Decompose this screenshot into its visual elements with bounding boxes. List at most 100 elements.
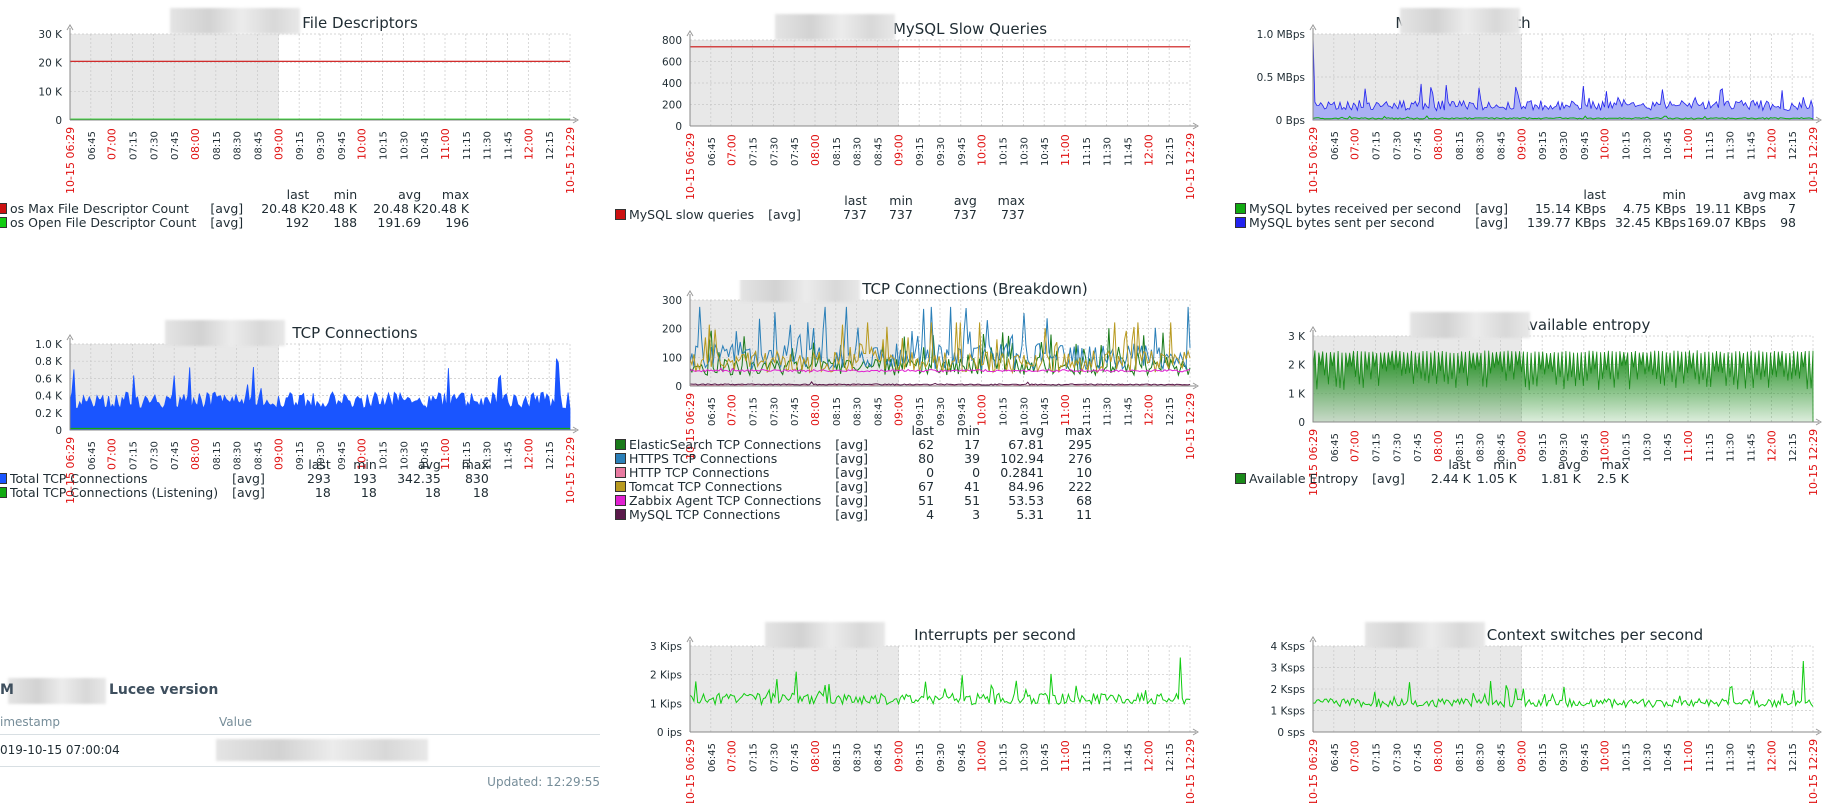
x-tick-label: 08:00 xyxy=(809,134,822,166)
legend-min: 20.48 K xyxy=(309,201,358,216)
x-start-label: 10-15 06:29 xyxy=(684,739,697,803)
legend-series-name: HTTPS TCP Connections xyxy=(629,451,778,466)
x-tick-label: 10:45 xyxy=(1040,397,1051,426)
x-tick-label: 08:15 xyxy=(1455,743,1466,772)
x-tick-label: 06:45 xyxy=(707,137,718,166)
legend-swatch xyxy=(0,487,7,498)
y-tick-label: 0.5 MBps xyxy=(1257,72,1305,84)
x-tick-label: 11:30 xyxy=(1103,397,1114,426)
x-tick-label: 07:30 xyxy=(769,743,780,772)
x-tick-label: 07:00 xyxy=(1349,430,1362,462)
x-tick-label: 12:00 xyxy=(1765,128,1778,160)
legend-header-avg: avg xyxy=(1742,187,1766,202)
series-line-interrupts xyxy=(689,657,1191,707)
x-tick-label: 12:15 xyxy=(1788,433,1799,462)
chart-legend: last min avg max Total TCP Connections [avg] 2… xyxy=(0,458,489,500)
x-tick-label: 07:15 xyxy=(749,137,760,166)
x-tick-label: 09:45 xyxy=(1580,131,1591,160)
y-tick-label: 0.2 K xyxy=(35,408,63,420)
legend-func: [avg] xyxy=(835,493,869,508)
x-tick-label: 12:15 xyxy=(545,131,556,160)
x-tick-label: 08:45 xyxy=(874,397,885,426)
legend-func: [avg] xyxy=(835,451,869,466)
legend-last: 293 xyxy=(306,471,331,486)
x-tick-label: 07:15 xyxy=(749,743,760,772)
legend-row: Tomcat TCP Connections [avg] 67 41 84.96 222 xyxy=(615,480,1092,494)
y-tick-label: 3 K xyxy=(1288,331,1306,343)
x-tick-label: 11:15 xyxy=(1705,743,1716,772)
x-tick-label: 09:45 xyxy=(957,397,968,426)
column-timestamp[interactable]: imestamp xyxy=(0,715,61,729)
y-tick-label: 0 sps xyxy=(1277,727,1305,739)
x-tick-label: 10:45 xyxy=(420,131,431,160)
legend-max: 11 xyxy=(1076,507,1093,522)
legend-series-name: Zabbix Agent TCP Connections xyxy=(629,493,822,508)
x-tick-label: 09:00 xyxy=(272,438,285,470)
x-tick-label: 08:15 xyxy=(1455,131,1466,160)
x-tick-label: 10:30 xyxy=(1019,137,1030,166)
x-tick-label: 11:45 xyxy=(1747,433,1758,462)
legend-series-name: Total TCP Connections xyxy=(10,471,148,486)
x-tick-label: 07:15 xyxy=(1372,131,1383,160)
x-tick-label: 08:15 xyxy=(212,441,223,470)
legend-swatch xyxy=(1235,473,1246,484)
x-tick-label: 11:15 xyxy=(1082,137,1093,166)
legend-row: Available Entropy [avg] 2.44 K 1.05 K 1.81 K… xyxy=(1235,472,1629,486)
legend-header-last: last xyxy=(308,457,331,472)
x-tick-label: 11:00 xyxy=(1059,134,1072,166)
x-tick-label: 07:30 xyxy=(1392,433,1403,462)
legend-row: Zabbix Agent TCP Connections [avg] 51 51 53.… xyxy=(615,494,1092,508)
legend-series-name: ElasticSearch TCP Connections xyxy=(629,437,822,452)
x-tick-label: 07:15 xyxy=(129,131,140,160)
legend-last: 737 xyxy=(842,207,867,222)
x-tick-label: 08:30 xyxy=(233,131,244,160)
x-end-label: 10-15 12:29 xyxy=(1807,739,1820,803)
x-start-label: 10-15 06:29 xyxy=(1307,739,1320,803)
x-tick-label: 11:30 xyxy=(1103,743,1114,772)
legend-series-name: MySQL bytes received per second xyxy=(1249,201,1462,216)
x-tick-label: 11:00 xyxy=(439,438,452,470)
legend-header-min: min xyxy=(1493,457,1517,472)
series-area-total-tcp xyxy=(69,358,571,431)
legend-header-max: max xyxy=(461,457,489,472)
x-tick-label: 12:00 xyxy=(1765,430,1778,462)
chart-svg-irq: Interrupts per second 3 Kips 2 Kips 1 Kips 0… xyxy=(650,626,1199,803)
column-value[interactable]: Value xyxy=(219,715,252,729)
legend-max: 830 xyxy=(464,471,489,486)
x-tick-label: 08:45 xyxy=(1497,131,1508,160)
x-tick-label: 08:30 xyxy=(853,397,864,426)
legend-header-max: max xyxy=(1064,423,1093,438)
x-tick-label: 07:00 xyxy=(1349,740,1362,772)
x-end-label: 10-15 12:29 xyxy=(1184,393,1197,460)
x-tick-label: 10:30 xyxy=(399,441,410,470)
graph-tcp-breakdown: TCP Connections (Breakdown) 300 200 100 0 10-… xyxy=(615,280,1215,600)
legend-header-last: last xyxy=(911,423,935,438)
y-tick-label: 0 xyxy=(1298,417,1305,429)
legend-max: 2.5 K xyxy=(1596,471,1629,486)
legend-swatch xyxy=(0,217,7,228)
legend-header-last: last xyxy=(1448,457,1471,472)
legend-min: 193 xyxy=(352,471,377,486)
legend-min: 17 xyxy=(964,437,981,452)
x-tick-label: 08:00 xyxy=(1432,128,1445,160)
legend-last: 62 xyxy=(918,437,935,452)
x-tick-label: 09:00 xyxy=(272,128,285,160)
legend-row: HTTPS TCP Connections [avg] 80 39 102.94 276 xyxy=(615,452,1092,466)
x-end-label: 10-15 12:29 xyxy=(1184,133,1197,200)
x-tick-label: 10:30 xyxy=(1642,743,1653,772)
legend-min: 0 xyxy=(972,465,981,480)
series-line-mysql xyxy=(689,381,1191,386)
x-tick-label: 08:15 xyxy=(832,137,843,166)
redacted-host-name xyxy=(765,622,885,648)
x-tick-label: 06:45 xyxy=(1330,743,1341,772)
legend-avg: 737 xyxy=(952,207,977,222)
legend-header-min: min xyxy=(956,423,981,438)
y-tick-label: 2 K xyxy=(1288,360,1306,372)
updated-time: Updated: 12:29:55 xyxy=(487,775,600,789)
x-tick-label: 07:45 xyxy=(170,131,181,160)
legend-header-min: min xyxy=(353,457,377,472)
legend-header-last: last xyxy=(286,187,310,202)
legend-last: 20.48 K xyxy=(261,201,310,216)
y-tick-label: 0.8 K xyxy=(35,356,63,368)
x-tick-label: 11:15 xyxy=(1705,433,1716,462)
